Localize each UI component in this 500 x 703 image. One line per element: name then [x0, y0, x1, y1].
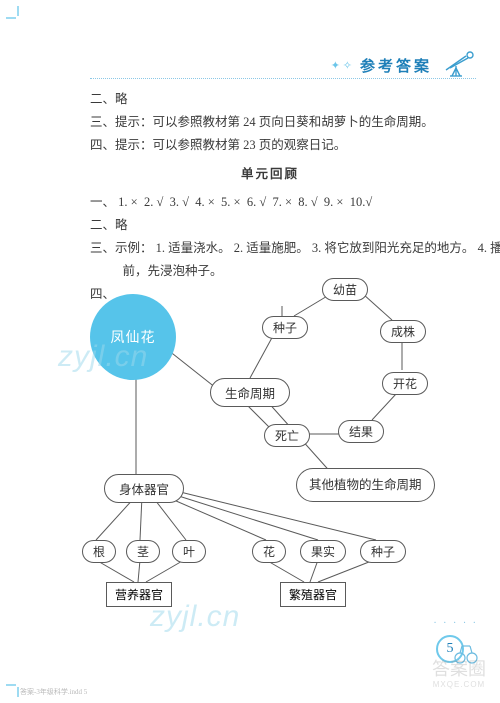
- dots-deco: · · · · ·: [433, 618, 478, 629]
- s1-item: 10.√: [350, 195, 373, 209]
- center-circle: 凤仙花: [90, 294, 176, 380]
- s3-item: 1. 适量浇水。: [156, 241, 231, 255]
- category-box: 繁殖器官: [280, 582, 346, 607]
- s1-item: 7. ×: [272, 195, 292, 209]
- footer-filename: 答案-3年级科学.indd 5: [20, 687, 87, 697]
- concept-diagram: 凤仙花 生命周期 身体器官 幼苗 种子 成株 开花 结果 死亡 其他植物的生命周…: [60, 278, 470, 608]
- organ-node: 种子: [360, 540, 406, 563]
- section-2: 二、略: [90, 214, 450, 237]
- s1-item: 2. √: [144, 195, 163, 209]
- s3-item: 4. 播种: [478, 241, 500, 255]
- s1-item: 1. ×: [118, 195, 138, 209]
- header-divider: [90, 78, 476, 79]
- section-3-prefix: 三、示例：: [90, 241, 153, 255]
- page-header: ✦ ✧ 参考答案: [331, 46, 480, 85]
- header-title: 参考答案: [360, 55, 432, 76]
- cycle-node: 幼苗: [322, 278, 368, 301]
- section-1-prefix: 一、: [90, 195, 115, 209]
- brand-cn: 答案圈: [432, 659, 486, 680]
- brand-url: MXQE.COM: [432, 680, 486, 689]
- pre-line-3: 三、提示：可以参照教材第 24 页向日葵和胡萝卜的生命周期。: [90, 111, 450, 134]
- cycle-node: 开花: [382, 372, 428, 395]
- unit-review-heading: 单元回顾: [90, 163, 450, 186]
- section-1: 一、 1. × 2. √ 3. √ 4. × 5. × 6. √ 7. × 8.…: [90, 191, 450, 214]
- telescope-icon: [440, 46, 480, 85]
- organ-node: 根: [82, 540, 116, 563]
- organ-node: 茎: [126, 540, 160, 563]
- cycle-node: 死亡: [264, 424, 310, 447]
- s1-item: 9. ×: [324, 195, 344, 209]
- organ-node: 花: [252, 540, 286, 563]
- s1-item: 6. √: [247, 195, 266, 209]
- organ-node: 果实: [300, 540, 346, 563]
- section-3: 三、示例： 1. 适量浇水。 2. 适量施肥。 3. 将它放到阳光充足的地方。 …: [90, 237, 450, 260]
- other-plants-node: 其他植物的生命周期: [296, 468, 435, 502]
- crop-mark-tl: [6, 6, 30, 30]
- brand-watermark: 答案圈 MXQE.COM: [432, 659, 486, 689]
- organ-node: 叶: [172, 540, 206, 563]
- s1-item: 4. ×: [195, 195, 215, 209]
- pre-line-2: 二、略: [90, 88, 450, 111]
- s1-item: 5. ×: [221, 195, 241, 209]
- cycle-node: 种子: [262, 316, 308, 339]
- cycle-node: 结果: [338, 420, 384, 443]
- answer-content: 二、略 三、提示：可以参照教材第 24 页向日葵和胡萝卜的生命周期。 四、提示：…: [90, 88, 450, 306]
- body-organs-node: 身体器官: [104, 474, 184, 503]
- star-deco-icon: ✦ ✧: [331, 59, 352, 72]
- cycle-node: 成株: [380, 320, 426, 343]
- s1-item: 8. √: [298, 195, 317, 209]
- s3-item: 2. 适量施肥。: [234, 241, 309, 255]
- s3-item: 3. 将它放到阳光充足的地方。: [312, 241, 475, 255]
- category-box: 营养器官: [106, 582, 172, 607]
- s1-item: 3. √: [170, 195, 189, 209]
- pre-line-4: 四、提示：可以参照教材第 23 页的观察日记。: [90, 134, 450, 157]
- life-cycle-node: 生命周期: [210, 378, 290, 407]
